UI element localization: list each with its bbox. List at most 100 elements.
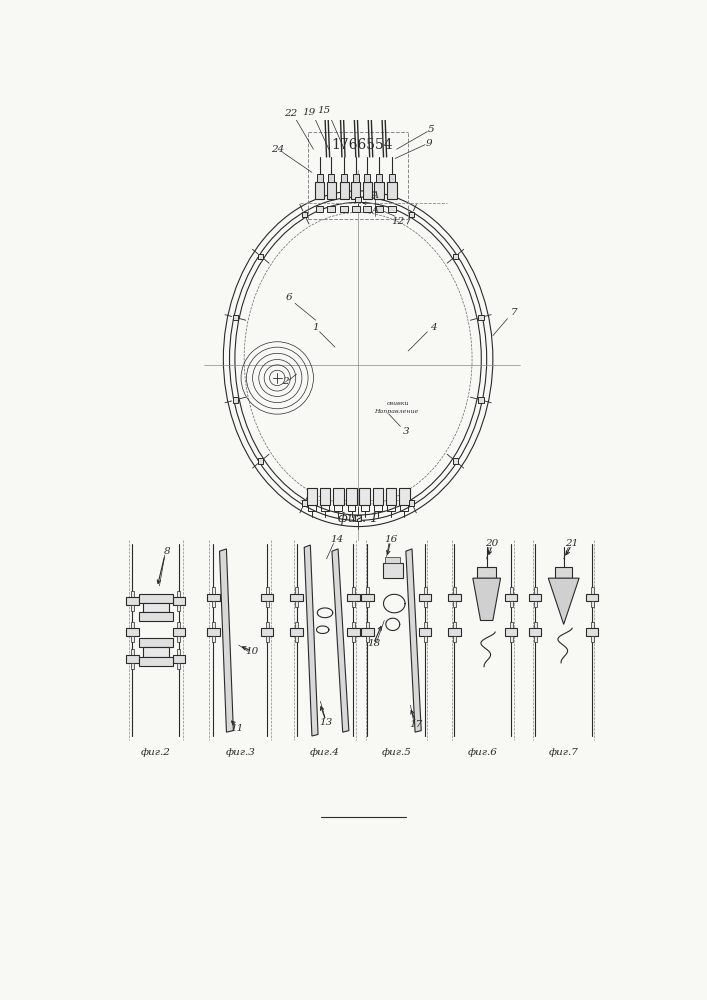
Bar [361,505,368,511]
Bar [261,594,274,601]
Bar [478,397,484,403]
Bar [452,587,456,594]
Bar [261,628,274,636]
Bar [173,655,185,663]
Text: 11: 11 [230,724,243,733]
Bar [139,612,173,621]
Bar [173,597,185,605]
Bar [452,458,458,464]
Bar [346,488,357,505]
Bar [534,636,537,642]
Text: 22: 22 [284,109,297,118]
Text: 12: 12 [392,217,405,226]
Bar [127,655,139,663]
Text: 9: 9 [426,139,432,148]
Bar [347,628,360,636]
Bar [348,505,356,511]
Bar [352,622,355,628]
Bar [534,601,537,607]
Text: Направление: Направление [375,409,419,414]
Text: 1766554: 1766554 [331,138,393,152]
Text: фиг.7: фиг.7 [549,748,578,757]
Text: 16: 16 [384,535,397,544]
Text: 8: 8 [164,547,170,556]
Bar [399,488,409,505]
Bar [506,594,518,601]
Bar [131,622,134,628]
Bar [352,587,355,594]
Bar [366,601,369,607]
Bar [316,206,324,212]
Text: фиг. 1: фиг. 1 [338,512,378,525]
Bar [448,628,460,636]
Bar [423,622,426,628]
Bar [478,315,484,320]
Text: 10: 10 [245,647,259,656]
Bar [340,206,348,212]
Bar [334,505,342,511]
Bar [361,594,373,601]
Bar [212,636,215,642]
Bar [307,488,317,505]
Polygon shape [406,549,421,732]
Bar [328,174,334,182]
Bar [295,636,298,642]
Polygon shape [304,545,318,736]
Bar [177,649,180,655]
Bar [452,254,458,259]
Polygon shape [549,578,579,624]
Bar [295,622,298,628]
Bar [586,594,598,601]
Bar [139,657,173,666]
Bar [177,605,180,611]
Bar [477,567,496,578]
Bar [510,601,513,607]
Bar [212,622,215,628]
Bar [302,212,307,217]
Bar [207,594,219,601]
Bar [308,505,316,511]
Bar [258,254,264,259]
Bar [388,206,396,212]
Bar [207,628,219,636]
Bar [353,174,359,182]
Text: 3: 3 [402,427,409,436]
Bar [352,601,355,607]
Bar [295,587,298,594]
Bar [131,649,134,655]
Polygon shape [473,578,501,620]
Bar [534,622,537,628]
Bar [333,488,344,505]
Bar [139,638,173,647]
Bar [529,628,542,636]
Bar [363,206,371,212]
Text: A: A [372,206,378,215]
Polygon shape [332,549,349,732]
Bar [127,597,139,605]
Bar [143,603,169,612]
Bar [143,647,169,657]
Text: 21: 21 [565,539,578,548]
Text: свивки: свивки [387,401,409,406]
Text: фиг.4: фиг.4 [310,748,340,757]
Bar [233,315,238,320]
Text: фиг.6: фиг.6 [468,748,498,757]
Bar [374,182,383,199]
Bar [177,622,180,628]
Bar [302,500,307,506]
Text: 19: 19 [302,108,315,117]
Bar [387,505,395,511]
Polygon shape [219,549,233,732]
Bar [351,182,361,199]
Bar [423,636,426,642]
Bar [258,458,264,464]
Text: 5: 5 [428,125,435,134]
Text: фиг.3: фиг.3 [226,748,255,757]
Bar [131,663,134,669]
Text: 13: 13 [319,718,332,727]
Bar [266,622,269,628]
Bar [177,636,180,642]
Text: 14: 14 [330,535,343,544]
Bar [266,601,269,607]
Bar [177,663,180,669]
